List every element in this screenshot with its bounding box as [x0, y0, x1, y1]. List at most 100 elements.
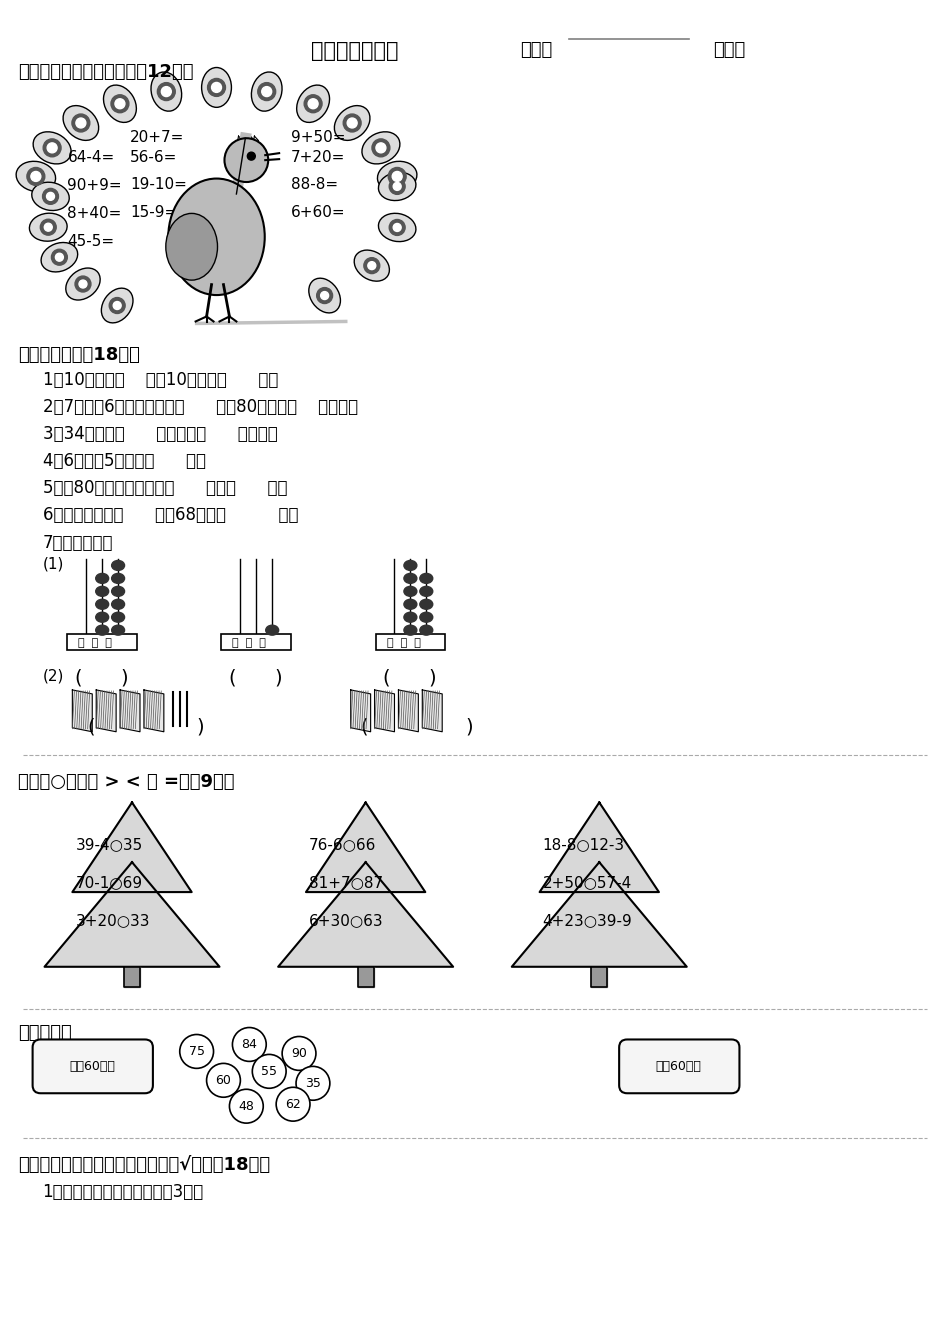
- Ellipse shape: [420, 613, 433, 622]
- Circle shape: [368, 262, 376, 270]
- Ellipse shape: [169, 180, 264, 294]
- Polygon shape: [512, 863, 687, 966]
- Text: 百  十  个: 百 十 个: [387, 638, 421, 648]
- Circle shape: [225, 140, 267, 181]
- Text: 五、连一连: 五、连一连: [18, 1024, 71, 1042]
- Bar: [67, 634, 137, 650]
- Text: 三、在○里填上 > < 或 =。（9分）: 三、在○里填上 > < 或 =。（9分）: [18, 773, 235, 790]
- Circle shape: [109, 297, 125, 313]
- Ellipse shape: [96, 625, 108, 636]
- Ellipse shape: [404, 574, 417, 583]
- Text: 9+50=: 9+50=: [291, 130, 346, 145]
- Circle shape: [230, 1089, 263, 1124]
- Circle shape: [393, 223, 401, 231]
- Text: 百  十  个: 百 十 个: [78, 638, 112, 648]
- Circle shape: [45, 223, 52, 231]
- Circle shape: [206, 1063, 240, 1097]
- Circle shape: [296, 1066, 330, 1101]
- Ellipse shape: [404, 599, 417, 609]
- Ellipse shape: [404, 586, 417, 597]
- Text: 姓名：: 姓名：: [520, 40, 552, 59]
- Circle shape: [390, 179, 405, 195]
- Text: 1、10个一是（    ），10个十是（      ）。: 1、10个一是（ ），10个十是（ ）。: [43, 371, 278, 390]
- Text: (: (: [74, 668, 82, 687]
- Text: ): ): [120, 668, 127, 687]
- Ellipse shape: [96, 574, 108, 583]
- Circle shape: [207, 78, 225, 97]
- Circle shape: [43, 138, 61, 157]
- Polygon shape: [72, 802, 192, 892]
- Circle shape: [48, 142, 57, 153]
- Circle shape: [282, 1036, 316, 1070]
- Circle shape: [392, 172, 402, 181]
- Text: (: (: [228, 668, 236, 687]
- Ellipse shape: [404, 560, 417, 570]
- FancyBboxPatch shape: [619, 1039, 739, 1093]
- Text: (: (: [87, 718, 95, 737]
- Bar: [221, 634, 291, 650]
- Circle shape: [257, 82, 276, 101]
- Bar: [591, 966, 607, 986]
- Text: (: (: [383, 668, 390, 687]
- Circle shape: [40, 219, 56, 235]
- Polygon shape: [374, 689, 394, 731]
- Ellipse shape: [420, 599, 433, 609]
- Circle shape: [233, 1028, 266, 1062]
- Circle shape: [72, 114, 90, 132]
- Text: 39-4○35: 39-4○35: [75, 837, 142, 852]
- Ellipse shape: [16, 161, 56, 192]
- Circle shape: [113, 301, 122, 309]
- Ellipse shape: [378, 172, 416, 200]
- Text: 35: 35: [305, 1077, 321, 1090]
- Text: 二、我会填。（18分）: 二、我会填。（18分）: [18, 347, 140, 364]
- Circle shape: [393, 183, 401, 191]
- Text: 70-1○69: 70-1○69: [75, 875, 142, 890]
- Text: 3、34里面有（      ）个十和（      ）个一。: 3、34里面有（ ）个十和（ ）个一。: [43, 425, 277, 444]
- Text: 20+7=: 20+7=: [130, 130, 184, 145]
- Ellipse shape: [266, 625, 278, 636]
- Ellipse shape: [31, 183, 69, 211]
- Text: 62: 62: [285, 1098, 301, 1110]
- Ellipse shape: [404, 613, 417, 622]
- Text: ): ): [275, 668, 282, 687]
- Bar: [358, 966, 373, 986]
- Text: 64-4=: 64-4=: [67, 151, 115, 165]
- Text: 4、6个一和5个十是（      ）。: 4、6个一和5个十是（ ）。: [43, 452, 205, 470]
- Circle shape: [162, 86, 171, 97]
- Polygon shape: [144, 689, 163, 731]
- Text: 48: 48: [238, 1099, 255, 1113]
- Ellipse shape: [377, 161, 417, 192]
- Text: 2、7个十和6个一合起来是（      ），80里面有（    ）个十。: 2、7个十和6个一合起来是（ ），80里面有（ ）个十。: [43, 398, 357, 417]
- Circle shape: [247, 152, 256, 160]
- Polygon shape: [120, 689, 140, 731]
- Text: 15-9=: 15-9=: [130, 204, 178, 220]
- Text: (2): (2): [43, 668, 64, 683]
- Polygon shape: [423, 689, 442, 731]
- Text: 88-8=: 88-8=: [291, 177, 338, 192]
- Text: 6、七十二写作（      ），68读作（          ）。: 6、七十二写作（ ），68读作（ ）。: [43, 505, 298, 524]
- Circle shape: [276, 1087, 310, 1121]
- Circle shape: [47, 192, 54, 200]
- Circle shape: [376, 142, 386, 153]
- Circle shape: [321, 292, 329, 300]
- Text: (1): (1): [43, 556, 64, 571]
- Text: 6+60=: 6+60=: [291, 204, 346, 220]
- Polygon shape: [306, 802, 426, 892]
- Text: 5、与80相邻的两个数是（      ）和（      ）。: 5、与80相邻的两个数是（ ）和（ ）。: [43, 478, 287, 497]
- Circle shape: [390, 219, 405, 235]
- Text: ): ): [428, 668, 436, 687]
- Text: 六、在你认为合适的答案下面画「√」。（18分）: 六、在你认为合适的答案下面画「√」。（18分）: [18, 1156, 270, 1175]
- Ellipse shape: [96, 613, 108, 622]
- Ellipse shape: [362, 132, 400, 164]
- Circle shape: [43, 188, 59, 204]
- Text: 一、美丽的孔雀会填数。（12分）: 一、美丽的孔雀会填数。（12分）: [18, 63, 193, 81]
- Ellipse shape: [420, 586, 433, 597]
- Bar: [375, 634, 446, 650]
- Text: 得分：: 得分：: [713, 40, 746, 59]
- Ellipse shape: [420, 625, 433, 636]
- Ellipse shape: [41, 242, 78, 271]
- Text: 90+9=: 90+9=: [67, 177, 122, 194]
- Ellipse shape: [112, 574, 124, 583]
- Ellipse shape: [96, 599, 108, 609]
- Circle shape: [55, 253, 64, 261]
